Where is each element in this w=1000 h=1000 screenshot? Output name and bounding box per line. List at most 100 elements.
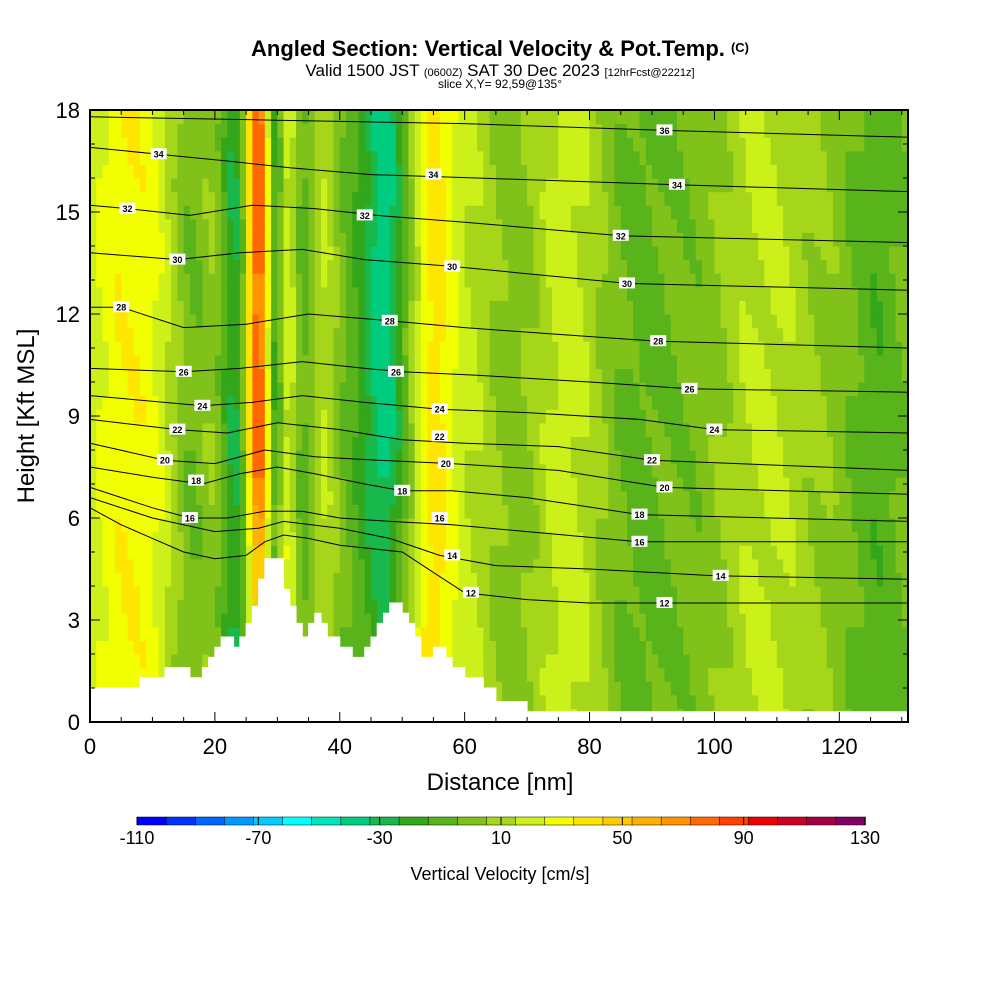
velocity-cell: [383, 232, 391, 247]
velocity-cell: [614, 626, 622, 641]
velocity-cell: [720, 558, 728, 573]
velocity-cell: [395, 341, 403, 356]
velocity-cell: [726, 300, 734, 315]
velocity-cell: [445, 110, 453, 125]
velocity-cell: [701, 178, 709, 193]
velocity-cell: [158, 123, 166, 138]
velocity-cell: [271, 341, 278, 356]
velocity-cell: [221, 354, 228, 369]
velocity-cell: [420, 572, 428, 587]
velocity-cell: [489, 218, 497, 233]
velocity-cell: [177, 218, 185, 233]
velocity-cell: [676, 300, 684, 315]
velocity-cell: [726, 558, 734, 573]
velocity-cell: [383, 164, 391, 179]
velocity-cell: [439, 586, 447, 601]
velocity-cell: [495, 327, 503, 342]
velocity-cell: [658, 518, 666, 533]
velocity-cell: [464, 545, 472, 560]
velocity-cell: [458, 395, 466, 410]
velocity-cell: [121, 382, 129, 397]
velocity-cell: [133, 531, 141, 546]
velocity-cell: [577, 518, 584, 533]
velocity-cell: [158, 545, 166, 560]
velocity-cell: [695, 110, 703, 125]
velocity-cell: [258, 110, 266, 125]
velocity-cell: [452, 463, 460, 478]
velocity-cell: [758, 246, 765, 261]
velocity-cell: [121, 354, 129, 369]
velocity-cell: [477, 613, 484, 628]
velocity-cell: [452, 477, 460, 492]
velocity-cell: [751, 178, 759, 193]
velocity-cell: [639, 518, 647, 533]
velocity-cell: [227, 246, 235, 261]
chart-title: Angled Section: Vertical Velocity & Pot.…: [251, 36, 749, 61]
velocity-cell: [171, 327, 179, 342]
velocity-cell: [583, 613, 591, 628]
velocity-cell: [483, 558, 491, 573]
velocity-cell: [264, 110, 272, 125]
velocity-cell: [221, 110, 228, 125]
velocity-cell: [664, 654, 672, 669]
velocity-cell: [558, 273, 566, 288]
velocity-cell: [383, 463, 391, 478]
velocity-cell: [470, 300, 478, 315]
velocity-cell: [527, 681, 534, 696]
velocity-cell: [676, 232, 684, 247]
velocity-cell: [152, 178, 160, 193]
velocity-cell: [664, 341, 672, 356]
velocity-cell: [202, 232, 210, 247]
velocity-cell: [570, 327, 578, 342]
velocity-cell: [258, 150, 266, 165]
velocity-cell: [114, 409, 122, 424]
velocity-cell: [114, 558, 122, 573]
velocity-cell: [739, 626, 747, 641]
velocity-cell: [570, 123, 578, 138]
velocity-cell: [395, 409, 403, 424]
velocity-cell: [614, 450, 622, 465]
velocity-cell: [327, 518, 335, 533]
velocity-cell: [495, 667, 503, 682]
velocity-cell: [452, 613, 460, 628]
velocity-cell: [283, 218, 291, 233]
velocity-cell: [583, 354, 591, 369]
velocity-cell: [708, 286, 716, 301]
velocity-cell: [458, 654, 466, 669]
velocity-cell: [121, 586, 129, 601]
velocity-cell: [420, 218, 428, 233]
velocity-cell: [439, 545, 447, 560]
velocity-cell: [189, 667, 197, 682]
velocity-cell: [708, 259, 716, 274]
velocity-cell: [720, 150, 728, 165]
velocity-cell: [208, 572, 216, 587]
velocity-cell: [495, 123, 503, 138]
velocity-cell: [90, 395, 97, 410]
velocity-cell: [202, 531, 210, 546]
velocity-cell: [196, 137, 203, 152]
velocity-cell: [227, 409, 235, 424]
velocity-cell: [577, 640, 584, 655]
velocity-cell: [514, 327, 522, 342]
velocity-cell: [558, 314, 566, 329]
velocity-cell: [564, 545, 572, 560]
velocity-cell: [246, 327, 253, 342]
velocity-cell: [633, 490, 641, 505]
velocity-cell: [264, 436, 272, 451]
velocity-cell: [495, 586, 503, 601]
velocity-cell: [708, 463, 716, 478]
velocity-cell: [189, 586, 197, 601]
velocity-cell: [221, 518, 228, 533]
velocity-cell: [221, 259, 228, 274]
velocity-cell: [489, 327, 497, 342]
velocity-cell: [439, 490, 447, 505]
velocity-cell: [508, 150, 516, 165]
velocity-cell: [333, 178, 341, 193]
velocity-cell: [514, 286, 522, 301]
velocity-cell: [377, 382, 385, 397]
velocity-cell: [377, 490, 385, 505]
velocity-cell: [489, 205, 497, 220]
velocity-cell: [514, 218, 522, 233]
velocity-cell: [146, 123, 154, 138]
velocity-cell: [127, 137, 135, 152]
